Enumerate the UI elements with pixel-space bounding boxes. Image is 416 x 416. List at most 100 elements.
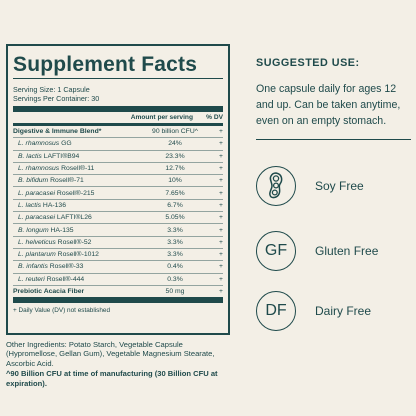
ingredient-dv: + [219, 165, 223, 173]
species-name: L. helveticus [18, 238, 56, 246]
ingredient-amount: 90 billion CFU^ [152, 128, 198, 136]
species-name: B. infantis [18, 263, 48, 271]
ingredient-name: L. plantarum Rosell®-1012 [13, 251, 145, 258]
ingredient-name: L. lactis HA-136 [13, 202, 145, 209]
badge-label: Dairy Free [315, 304, 372, 318]
ingredient-dv: + [219, 275, 223, 283]
ingredient-name: Prebiotic Acacia Fiber [13, 288, 85, 295]
ingredient-amount: 3.3% [167, 238, 183, 246]
badge-dairy-free: DF Dairy Free [256, 291, 371, 331]
facts-header-row: Amount per serving % DV [13, 112, 223, 123]
strain-name: Rosell®-215 [55, 189, 95, 197]
strain-name: GG [59, 140, 72, 148]
ingredient-amount: 7.65% [165, 189, 185, 197]
ingredient-amount: 10% [168, 177, 182, 185]
servings-per-container: Servings Per Container: 30 [13, 94, 100, 103]
strain-name: Rosell®-1012 [55, 251, 99, 259]
soybean-icon [256, 166, 296, 206]
dv-header: % DV [206, 114, 223, 121]
dairy-free-icon: DF [256, 291, 296, 331]
species-name: B. longum [18, 226, 49, 234]
supplement-facts-panel: Supplement Facts Serving Size: 1 Capsule… [6, 44, 230, 335]
ingredient-dv: + [219, 214, 223, 222]
facts-row-strain: L. plantarum Rosell®-1012 3.3% + [13, 249, 223, 262]
ingredient-name: B. lactis LAFTI®B94 [13, 153, 145, 160]
strain-name: HA-136 [41, 201, 66, 209]
gluten-free-icon: GF [256, 231, 296, 271]
facts-row-strain: L. helveticus Rosell®-52 3.3% + [13, 237, 223, 249]
strain-name: LAFTI®L26 [55, 214, 92, 222]
ingredient-dv: + [219, 177, 223, 185]
supplement-facts-title: Supplement Facts [13, 53, 198, 76]
facts-row-fiber: Prebiotic Acacia Fiber 50 mg + [13, 286, 223, 297]
facts-row-strain: B. longum HA-135 3.3% + [13, 224, 223, 237]
ingredient-dv: + [219, 263, 223, 271]
strain-name: HA-135 [48, 226, 74, 234]
species-name: L. rhamnosus [18, 165, 60, 173]
badge-soy-free: Soy Free [256, 166, 364, 206]
badge-gluten-free: GF Gluten Free [256, 231, 378, 271]
ingredient-amount: 12.7% [165, 165, 185, 173]
ingredient-name: B. infantis Rosell®-33 [13, 263, 145, 270]
badge-label: Gluten Free [315, 244, 379, 258]
species-name: L. paracasei [18, 214, 56, 222]
facts-row-strain: L. paracasei Rosell®-215 7.65% + [13, 187, 223, 200]
serving-size: Serving Size: 1 Capsule [13, 85, 90, 94]
strain-name: LAFTI®B94 [41, 152, 80, 160]
other-ingredients-block: Other Ingredients: Potato Starch, Vegeta… [6, 340, 230, 388]
ingredient-amount: 3.3% [167, 251, 183, 259]
strain-name: Rosell®-33 [47, 263, 84, 271]
facts-row-strain: L. reuteri Rosell®-444 0.3% + [13, 274, 223, 286]
species-name: B. lactis [18, 152, 42, 160]
facts-row-strain: B. lactis LAFTI®B94 23.3% + [13, 151, 223, 163]
ingredient-dv: + [219, 201, 223, 209]
badge-label: Soy Free [315, 179, 364, 193]
facts-row-strain: B. infantis Rosell®-33 0.4% + [13, 261, 223, 274]
ingredient-name: L. helveticus Rosell®-52 [13, 239, 145, 246]
species-name: L. lactis [18, 201, 42, 209]
ingredient-name: L. rhamnosus Rosell®-11 [13, 165, 145, 172]
strain-name: Rosell®-52 [55, 238, 92, 246]
suggested-divider [256, 139, 411, 140]
ingredient-amount: 3.3% [167, 226, 183, 234]
divider-thick [13, 297, 223, 304]
facts-row-strain: B. bifidum Rosell®-71 10% + [13, 175, 223, 188]
ingredient-name: B. longum HA-135 [13, 227, 145, 234]
ingredient-name: L. paracasei LAFTI®L26 [13, 214, 145, 221]
other-ingredients: Other Ingredients: Potato Starch, Vegeta… [6, 340, 215, 368]
ingredient-dv: + [219, 140, 223, 148]
ingredient-dv: + [219, 251, 223, 259]
dv-footnote: + Daily Value (DV) not established [13, 307, 111, 315]
facts-row-strain: L. rhamnosus GG 24% + [13, 138, 223, 151]
ingredient-dv: + [219, 128, 223, 136]
ingredient-name: L. reuteri Rosell®-444 [13, 276, 145, 283]
ingredient-amount: 24% [168, 140, 182, 148]
facts-row-strain: L. paracasei LAFTI®L26 5.05% + [13, 212, 223, 225]
divider-medium [13, 123, 223, 126]
facts-row-strain: L. lactis HA-136 6.7% + [13, 200, 223, 213]
ingredient-amount: 0.3% [167, 275, 183, 283]
strain-name: Rosell®-71 [48, 177, 84, 185]
strain-name: Rosell®-444 [44, 275, 85, 283]
ingredient-dv: + [219, 238, 223, 246]
facts-row-blend: Digestive & Immune Blend* 90 billion CFU… [13, 126, 223, 139]
ingredient-dv: + [219, 189, 223, 197]
ingredient-dv: + [219, 288, 223, 295]
species-name: B. bifidum [18, 177, 49, 185]
species-name: L. plantarum [18, 251, 56, 259]
amount-header: Amount per serving [130, 114, 193, 121]
cfu-note: ^90 Billion CFU at time of manufacturing… [6, 369, 218, 388]
ingredient-dv: + [219, 152, 223, 160]
divider [13, 78, 223, 79]
divider-thick [13, 106, 223, 112]
species-name: L. paracasei [18, 189, 56, 197]
suggested-use-text: One capsule daily for ages 12 and up. Ca… [256, 83, 401, 127]
suggested-use-title: SUGGESTED USE: [256, 57, 360, 69]
ingredient-amount: 50 mg [165, 288, 185, 295]
ingredient-name: L. paracasei Rosell®-215 [13, 190, 145, 197]
strain-name: Rosell®-11 [59, 165, 95, 173]
ingredient-amount: 0.4% [167, 263, 183, 271]
species-name: L. rhamnosus [18, 140, 60, 148]
ingredient-amount: 6.7% [167, 201, 183, 209]
ingredient-dv: + [219, 226, 223, 234]
